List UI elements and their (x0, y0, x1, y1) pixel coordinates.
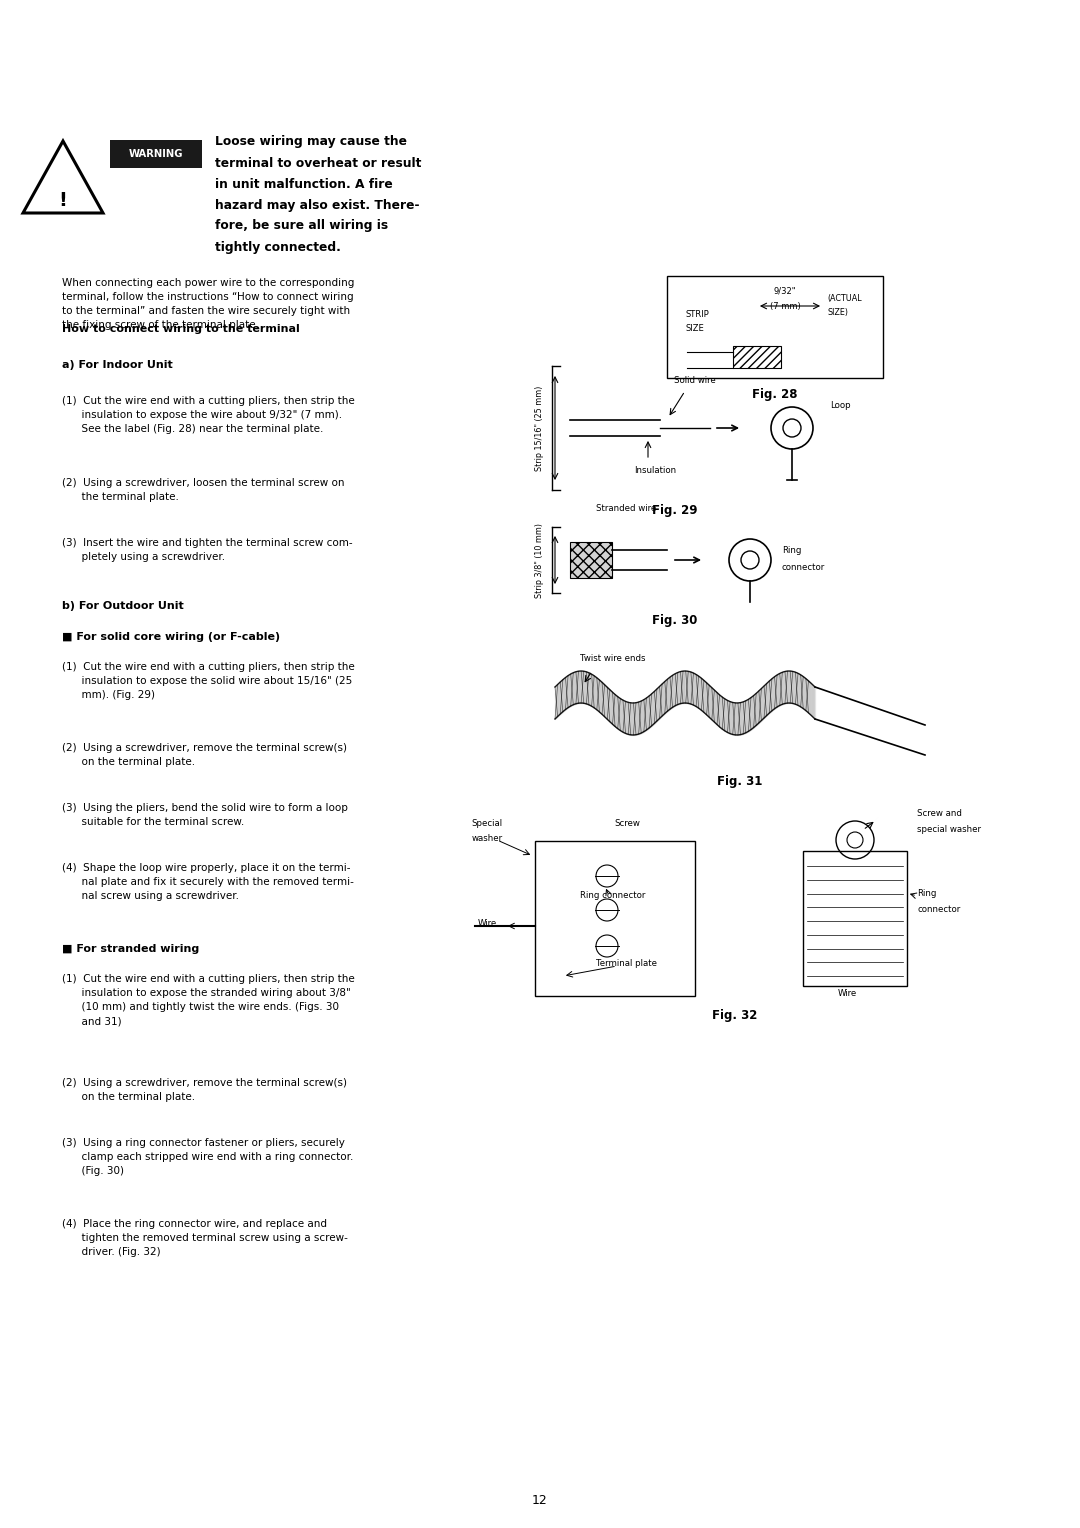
Text: washer: washer (472, 834, 502, 843)
Text: (2)  Using a screwdriver, loosen the terminal screw on
      the terminal plate.: (2) Using a screwdriver, loosen the term… (62, 477, 345, 501)
Text: Fig. 30: Fig. 30 (652, 614, 698, 626)
Text: b) For Outdoor Unit: b) For Outdoor Unit (62, 602, 184, 611)
Text: Special: Special (472, 819, 502, 828)
Text: SIZE): SIZE) (827, 307, 848, 316)
Text: Strip 15/16" (25 mm): Strip 15/16" (25 mm) (535, 385, 543, 471)
Text: Solid wire: Solid wire (674, 376, 716, 385)
Text: ■ For stranded wiring: ■ For stranded wiring (62, 944, 199, 955)
Text: 9/32": 9/32" (773, 287, 796, 295)
Text: Ring connector: Ring connector (580, 891, 646, 900)
Text: (3)  Insert the wire and tighten the terminal screw com-
      pletely using a s: (3) Insert the wire and tighten the term… (62, 538, 353, 561)
Text: Insulation: Insulation (634, 466, 676, 475)
Text: 12: 12 (532, 1493, 548, 1507)
Text: hazard may also exist. There-: hazard may also exist. There- (215, 199, 419, 211)
Text: (1)  Cut the wire end with a cutting pliers, then strip the
      insulation to : (1) Cut the wire end with a cutting plie… (62, 662, 354, 700)
Text: Screw: Screw (615, 819, 640, 828)
FancyBboxPatch shape (110, 141, 202, 168)
Text: Loose wiring may cause the: Loose wiring may cause the (215, 136, 407, 148)
Text: connector: connector (782, 562, 825, 571)
Text: (7 mm): (7 mm) (770, 301, 800, 310)
Text: (3)  Using the pliers, bend the solid wire to form a loop
      suitable for the: (3) Using the pliers, bend the solid wir… (62, 804, 348, 827)
Text: connector: connector (917, 905, 960, 914)
Text: in unit malfunction. A fire: in unit malfunction. A fire (215, 177, 393, 191)
Text: When connecting each power wire to the corresponding
terminal, follow the instru: When connecting each power wire to the c… (62, 278, 354, 330)
Text: Terminal plate: Terminal plate (596, 960, 658, 969)
Text: Fig. 28: Fig. 28 (753, 388, 798, 400)
Text: (4)  Shape the loop wire properly, place it on the termi-
      nal plate and fi: (4) Shape the loop wire properly, place … (62, 863, 354, 902)
Text: (ACTUAL: (ACTUAL (827, 293, 862, 303)
Text: (3)  Using a ring connector fastener or pliers, securely
      clamp each stripp: (3) Using a ring connector fastener or p… (62, 1137, 353, 1175)
Text: (2)  Using a screwdriver, remove the terminal screw(s)
      on the terminal pla: (2) Using a screwdriver, remove the term… (62, 1077, 347, 1102)
Text: terminal to overheat or result: terminal to overheat or result (215, 156, 421, 170)
Text: ■ For solid core wiring (or F-cable): ■ For solid core wiring (or F-cable) (62, 631, 280, 642)
FancyBboxPatch shape (733, 345, 781, 368)
Text: Wire: Wire (477, 918, 497, 927)
Text: Twist wire ends: Twist wire ends (580, 654, 646, 663)
Text: How to connect wiring to the terminal: How to connect wiring to the terminal (62, 324, 300, 335)
Text: Fig. 29: Fig. 29 (652, 504, 698, 516)
Text: WARNING: WARNING (129, 150, 184, 159)
FancyBboxPatch shape (570, 542, 612, 578)
Text: Strip 3/8" (10 mm): Strip 3/8" (10 mm) (535, 523, 543, 597)
Text: STRIP: STRIP (685, 310, 708, 318)
Text: (1)  Cut the wire end with a cutting pliers, then strip the
      insulation to : (1) Cut the wire end with a cutting plie… (62, 975, 354, 1027)
Text: Fig. 31: Fig. 31 (717, 775, 762, 787)
Text: special washer: special washer (917, 825, 981, 834)
Text: a) For Indoor Unit: a) For Indoor Unit (62, 361, 173, 370)
Text: !: ! (58, 191, 67, 209)
Text: Wire: Wire (837, 989, 856, 998)
Text: Fig. 32: Fig. 32 (713, 1010, 758, 1022)
Text: (1)  Cut the wire end with a cutting pliers, then strip the
      insulation to : (1) Cut the wire end with a cutting plie… (62, 396, 354, 434)
Text: Ring: Ring (782, 545, 801, 555)
Text: (4)  Place the ring connector wire, and replace and
      tighten the removed te: (4) Place the ring connector wire, and r… (62, 1219, 348, 1258)
Text: Ring: Ring (917, 889, 936, 898)
Text: (2)  Using a screwdriver, remove the terminal screw(s)
      on the terminal pla: (2) Using a screwdriver, remove the term… (62, 743, 347, 767)
Text: Screw and: Screw and (917, 808, 962, 817)
Text: Loop: Loop (831, 402, 851, 411)
Text: tightly connected.: tightly connected. (215, 240, 341, 254)
Text: SIZE: SIZE (685, 324, 704, 333)
Text: fore, be sure all wiring is: fore, be sure all wiring is (215, 220, 388, 232)
Text: Stranded wire: Stranded wire (596, 504, 657, 512)
